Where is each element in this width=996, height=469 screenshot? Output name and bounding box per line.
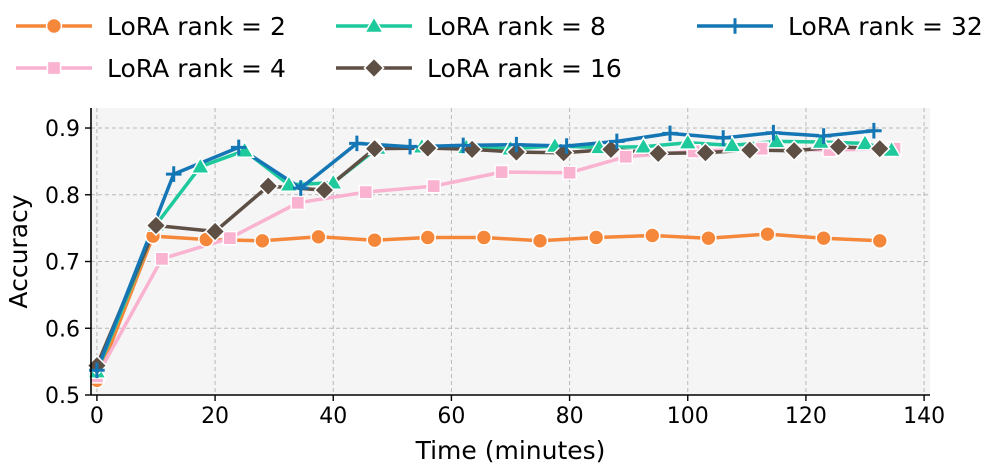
data-point-series-3 xyxy=(190,156,211,174)
data-point-series-4 xyxy=(145,214,167,237)
data-point-series-3 xyxy=(854,132,876,151)
legend: LoRA rank = 2 LoRA rank = 4 LoRA rank = 8 L… xyxy=(16,12,983,83)
data-point-series-3 xyxy=(721,134,743,153)
legend-marker xyxy=(46,60,62,76)
data-point-series-1 xyxy=(419,229,436,246)
data-point-series-1 xyxy=(310,228,327,246)
data-point-series-5 xyxy=(558,138,575,154)
data-point-series-1 xyxy=(475,229,493,246)
y-ticks: 0.5 0.6 0.7 0.8 0.9 xyxy=(45,117,91,409)
x-tick-label: 40 xyxy=(319,404,347,429)
data-point-series-5 xyxy=(230,139,247,156)
data-point-series-3 xyxy=(677,132,699,150)
data-point-series-1 xyxy=(254,232,271,250)
data-point-series-5 xyxy=(715,130,732,146)
x-tick-label: 20 xyxy=(201,404,229,429)
data-point-series-2 xyxy=(222,230,238,246)
data-point-series-5 xyxy=(292,180,309,196)
x-tick-label: 80 xyxy=(556,404,584,429)
data-point-series-5 xyxy=(455,137,472,154)
data-point-series-2 xyxy=(494,164,509,180)
data-point-series-5 xyxy=(165,166,182,182)
legend-marker xyxy=(363,57,385,79)
data-point-series-3 xyxy=(810,131,831,150)
data-point-series-5 xyxy=(765,124,782,141)
y-tick-label: 0.8 xyxy=(45,184,80,209)
grid xyxy=(91,108,930,396)
data-point-series-4 xyxy=(417,137,439,159)
data-point-series-5 xyxy=(402,138,418,155)
data-point-series-1 xyxy=(759,225,776,243)
data-point-series-2 xyxy=(426,178,442,194)
x-axis-label: Time (minutes) xyxy=(415,436,606,465)
data-point-series-4 xyxy=(363,138,386,160)
x-tick-label: 0 xyxy=(90,404,104,429)
data-point-series-2 xyxy=(358,184,374,200)
data-point-series-4 xyxy=(204,220,226,243)
x-tick-label: 100 xyxy=(667,404,709,429)
legend-label: LoRA rank = 16 xyxy=(427,54,622,83)
y-tick-label: 0.5 xyxy=(45,384,80,409)
legend-marker xyxy=(727,18,743,34)
data-point-series-2 xyxy=(290,195,306,211)
legend-label: LoRA rank = 2 xyxy=(107,12,286,41)
data-point-series-5 xyxy=(815,128,832,144)
y-axis-label: Accuracy xyxy=(4,194,33,308)
data-point-series-3 xyxy=(766,130,787,149)
data-point-series-4 xyxy=(647,142,669,165)
x-tick-label: 60 xyxy=(437,404,465,429)
data-point-series-5 xyxy=(662,125,678,142)
legend-marker xyxy=(45,17,63,35)
data-point-series-1 xyxy=(644,227,661,244)
data-point-series-4 xyxy=(694,142,717,164)
data-point-series-4 xyxy=(553,142,575,164)
data-point-series-1 xyxy=(587,229,605,246)
data-point-series-2 xyxy=(618,149,634,165)
legend-label: LoRA rank = 8 xyxy=(427,12,606,41)
data-point-series-2 xyxy=(562,165,577,181)
x-tick-label: 120 xyxy=(785,404,827,429)
x-tick-label: 140 xyxy=(903,404,945,429)
data-point-series-3 xyxy=(633,136,654,154)
data-point-series-1 xyxy=(871,232,888,250)
data-point-series-5 xyxy=(609,133,625,150)
y-tick-label: 0.9 xyxy=(45,117,80,142)
legend-label: LoRA rank = 32 xyxy=(788,12,983,41)
data-point-series-4 xyxy=(257,175,279,197)
data-point-series-2 xyxy=(154,251,170,267)
legend-marker xyxy=(363,15,385,34)
y-tick-label: 0.7 xyxy=(45,251,80,276)
axes xyxy=(90,108,930,396)
data-point-series-4 xyxy=(827,136,850,158)
data-point-series-1 xyxy=(815,229,832,247)
data-point-series-1 xyxy=(366,231,383,249)
data-point-series-1 xyxy=(700,229,717,247)
y-tick-label: 0.6 xyxy=(45,317,80,342)
data-point-series-4 xyxy=(869,138,891,160)
data-point-series-5 xyxy=(508,136,525,153)
x-ticks: 0 20 40 60 80 100 120 140 xyxy=(90,395,945,429)
data-point-series-4 xyxy=(313,179,336,201)
data-point-series-5 xyxy=(866,122,882,139)
data-point-series-4 xyxy=(739,139,761,161)
data-point-series-5 xyxy=(349,135,365,152)
data-point-series-4 xyxy=(783,140,805,162)
legend-label: LoRA rank = 4 xyxy=(107,54,286,83)
data-point-series-1 xyxy=(531,232,549,250)
